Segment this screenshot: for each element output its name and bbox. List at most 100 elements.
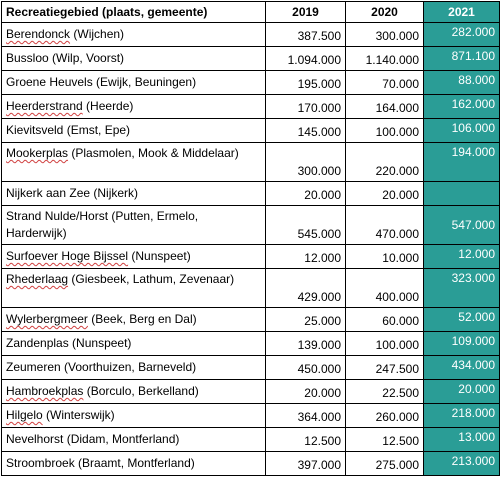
value-2021: 109.000 <box>423 331 500 356</box>
area-name: Zandenplas <box>6 336 69 350</box>
area-cell: Bussloo (Wilp, Voorst) <box>1 46 266 71</box>
value-2019: 364.000 <box>265 403 346 428</box>
area-location: (Voorthuizen, Barneveld) <box>60 360 197 374</box>
area-cell: Surfoever Hoge Bijssel (Nunspeet) <box>1 244 266 269</box>
value-2020: 164.000 <box>345 94 424 119</box>
value-2020: 470.000 <box>345 205 424 245</box>
area-cell: Nijkerk aan Zee (Nijkerk) <box>1 181 266 206</box>
area-location: (Emst, Epe) <box>63 123 131 137</box>
area-name: Groene Heuvels <box>6 75 93 89</box>
table-row: Kievitsveld (Emst, Epe) 145.000 100.000 … <box>1 118 500 143</box>
value-2020: 1.140.000 <box>345 46 424 71</box>
area-location: (Winterswijk) <box>42 408 115 422</box>
value-2021: 323.000 <box>423 268 500 308</box>
value-2021: 13.000 <box>423 427 500 452</box>
area-name: Nevelhorst <box>6 432 64 446</box>
area-name: Kievitsveld <box>6 123 64 137</box>
value-2019: 1.094.000 <box>265 46 346 71</box>
area-name: Bussloo <box>6 51 49 65</box>
area-location: (Plasmolen, Mook & Middelaar) <box>68 146 239 160</box>
area-name: Stroombroek <box>6 456 75 470</box>
value-2020: 220.000 <box>345 142 424 182</box>
value-2021: 52.000 <box>423 307 500 332</box>
value-2020: 400.000 <box>345 268 424 308</box>
table-row: Wylerbergmeer (Beek, Berg en Dal) 25.000… <box>1 307 500 332</box>
area-name: Surfoever Hoge Bijssel <box>6 249 129 263</box>
value-2020: 260.000 <box>345 403 424 428</box>
header-row: Recreatiegebied (plaats, gemeente) 2019 … <box>1 1 500 23</box>
area-location: (Ewijk, Beuningen) <box>92 75 197 89</box>
value-2021: 218.000 <box>423 403 500 428</box>
header-2020: 2020 <box>345 1 424 23</box>
value-2019: 397.000 <box>265 451 346 476</box>
value-2021: 282.000 <box>423 22 500 47</box>
value-2019: 25.000 <box>265 307 346 332</box>
value-2021: 434.000 <box>423 355 500 380</box>
area-cell: Wylerbergmeer (Beek, Berg en Dal) <box>1 307 266 332</box>
value-2021: 12.000 <box>423 244 500 269</box>
area-cell: Hilgelo (Winterswijk) <box>1 403 266 428</box>
area-name: Nijkerk aan Zee <box>6 186 91 200</box>
value-2019: 12.500 <box>265 427 346 452</box>
area-name: Hambroekplas <box>6 384 84 398</box>
area-name: Berendonck <box>6 27 71 41</box>
value-2020: 20.000 <box>345 181 424 206</box>
value-2021: 162.000 <box>423 94 500 119</box>
value-2019: 145.000 <box>265 118 346 143</box>
value-2021: 106.000 <box>423 118 500 143</box>
value-2019: 170.000 <box>265 94 346 119</box>
value-2019: 545.000 <box>265 205 346 245</box>
area-name: Hilgelo <box>6 408 43 422</box>
table-row: Bussloo (Wilp, Voorst) 1.094.000 1.140.0… <box>1 46 500 71</box>
value-2020: 247.500 <box>345 355 424 380</box>
value-2019: 139.000 <box>265 331 346 356</box>
value-2021: 547.000 <box>423 205 500 245</box>
area-cell: Zandenplas (Nunspeet) <box>1 331 266 356</box>
table-row: Zandenplas (Nunspeet) 139.000 100.000 10… <box>1 331 500 356</box>
value-2020: 12.500 <box>345 427 424 452</box>
value-2019: 429.000 <box>265 268 346 308</box>
area-location: (Putten, Ermelo, Harderwijk) <box>6 209 199 240</box>
value-2019: 450.000 <box>265 355 346 380</box>
area-location: (Nunspeet) <box>128 249 191 263</box>
value-2021: 20.000 <box>423 379 500 404</box>
area-location: (Giesbeek, Lathum, Zevenaar) <box>68 272 235 286</box>
area-cell: Hambroekplas (Borculo, Berkelland) <box>1 379 266 404</box>
area-location: (Beek, Berg en Dal) <box>87 312 197 326</box>
value-2019: 387.500 <box>265 22 346 47</box>
table-row: Nevelhorst (Didam, Montferland) 12.500 1… <box>1 427 500 452</box>
area-name: Zeumeren <box>6 360 61 374</box>
table-row: Surfoever Hoge Bijssel (Nunspeet) 12.000… <box>1 244 500 269</box>
value-2019: 20.000 <box>265 181 346 206</box>
area-cell: Strand Nulde/Horst (Putten, Ermelo, Hard… <box>1 205 266 245</box>
value-2020: 60.000 <box>345 307 424 332</box>
header-2019: 2019 <box>265 1 346 23</box>
table-row: Strand Nulde/Horst (Putten, Ermelo, Hard… <box>1 205 500 245</box>
area-name: Strand Nulde/Horst <box>6 209 109 223</box>
area-location: (Wijchen) <box>70 27 125 41</box>
table-row: Mookerplas (Plasmolen, Mook & Middelaar)… <box>1 142 500 182</box>
table-row: Nijkerk aan Zee (Nijkerk) 20.000 20.000 <box>1 181 500 206</box>
value-2020: 10.000 <box>345 244 424 269</box>
table-row: Hilgelo (Winterswijk) 364.000 260.000 21… <box>1 403 500 428</box>
area-cell: Zeumeren (Voorthuizen, Barneveld) <box>1 355 266 380</box>
area-name: Heerderstrand <box>6 99 83 113</box>
table-row: Stroombroek (Braamt, Montferland) 397.00… <box>1 451 500 476</box>
header-area: Recreatiegebied (plaats, gemeente) <box>1 1 266 23</box>
area-location: (Braamt, Montferland) <box>74 456 195 470</box>
area-location: (Heerde) <box>82 99 134 113</box>
table-row: Groene Heuvels (Ewijk, Beuningen) 195.00… <box>1 70 500 95</box>
area-cell: Heerderstrand (Heerde) <box>1 94 266 119</box>
area-location: (Nijkerk) <box>90 186 139 200</box>
value-2019: 20.000 <box>265 379 346 404</box>
value-2020: 300.000 <box>345 22 424 47</box>
value-2020: 100.000 <box>345 118 424 143</box>
value-2021: 871.100 <box>423 46 500 71</box>
value-2020: 100.000 <box>345 331 424 356</box>
table-row: Hambroekplas (Borculo, Berkelland) 20.00… <box>1 379 500 404</box>
area-name: Mookerplas <box>6 146 69 160</box>
area-location: (Wilp, Voorst) <box>48 51 125 65</box>
area-cell: Groene Heuvels (Ewijk, Beuningen) <box>1 70 266 95</box>
area-name: Rhederlaag <box>6 272 69 286</box>
